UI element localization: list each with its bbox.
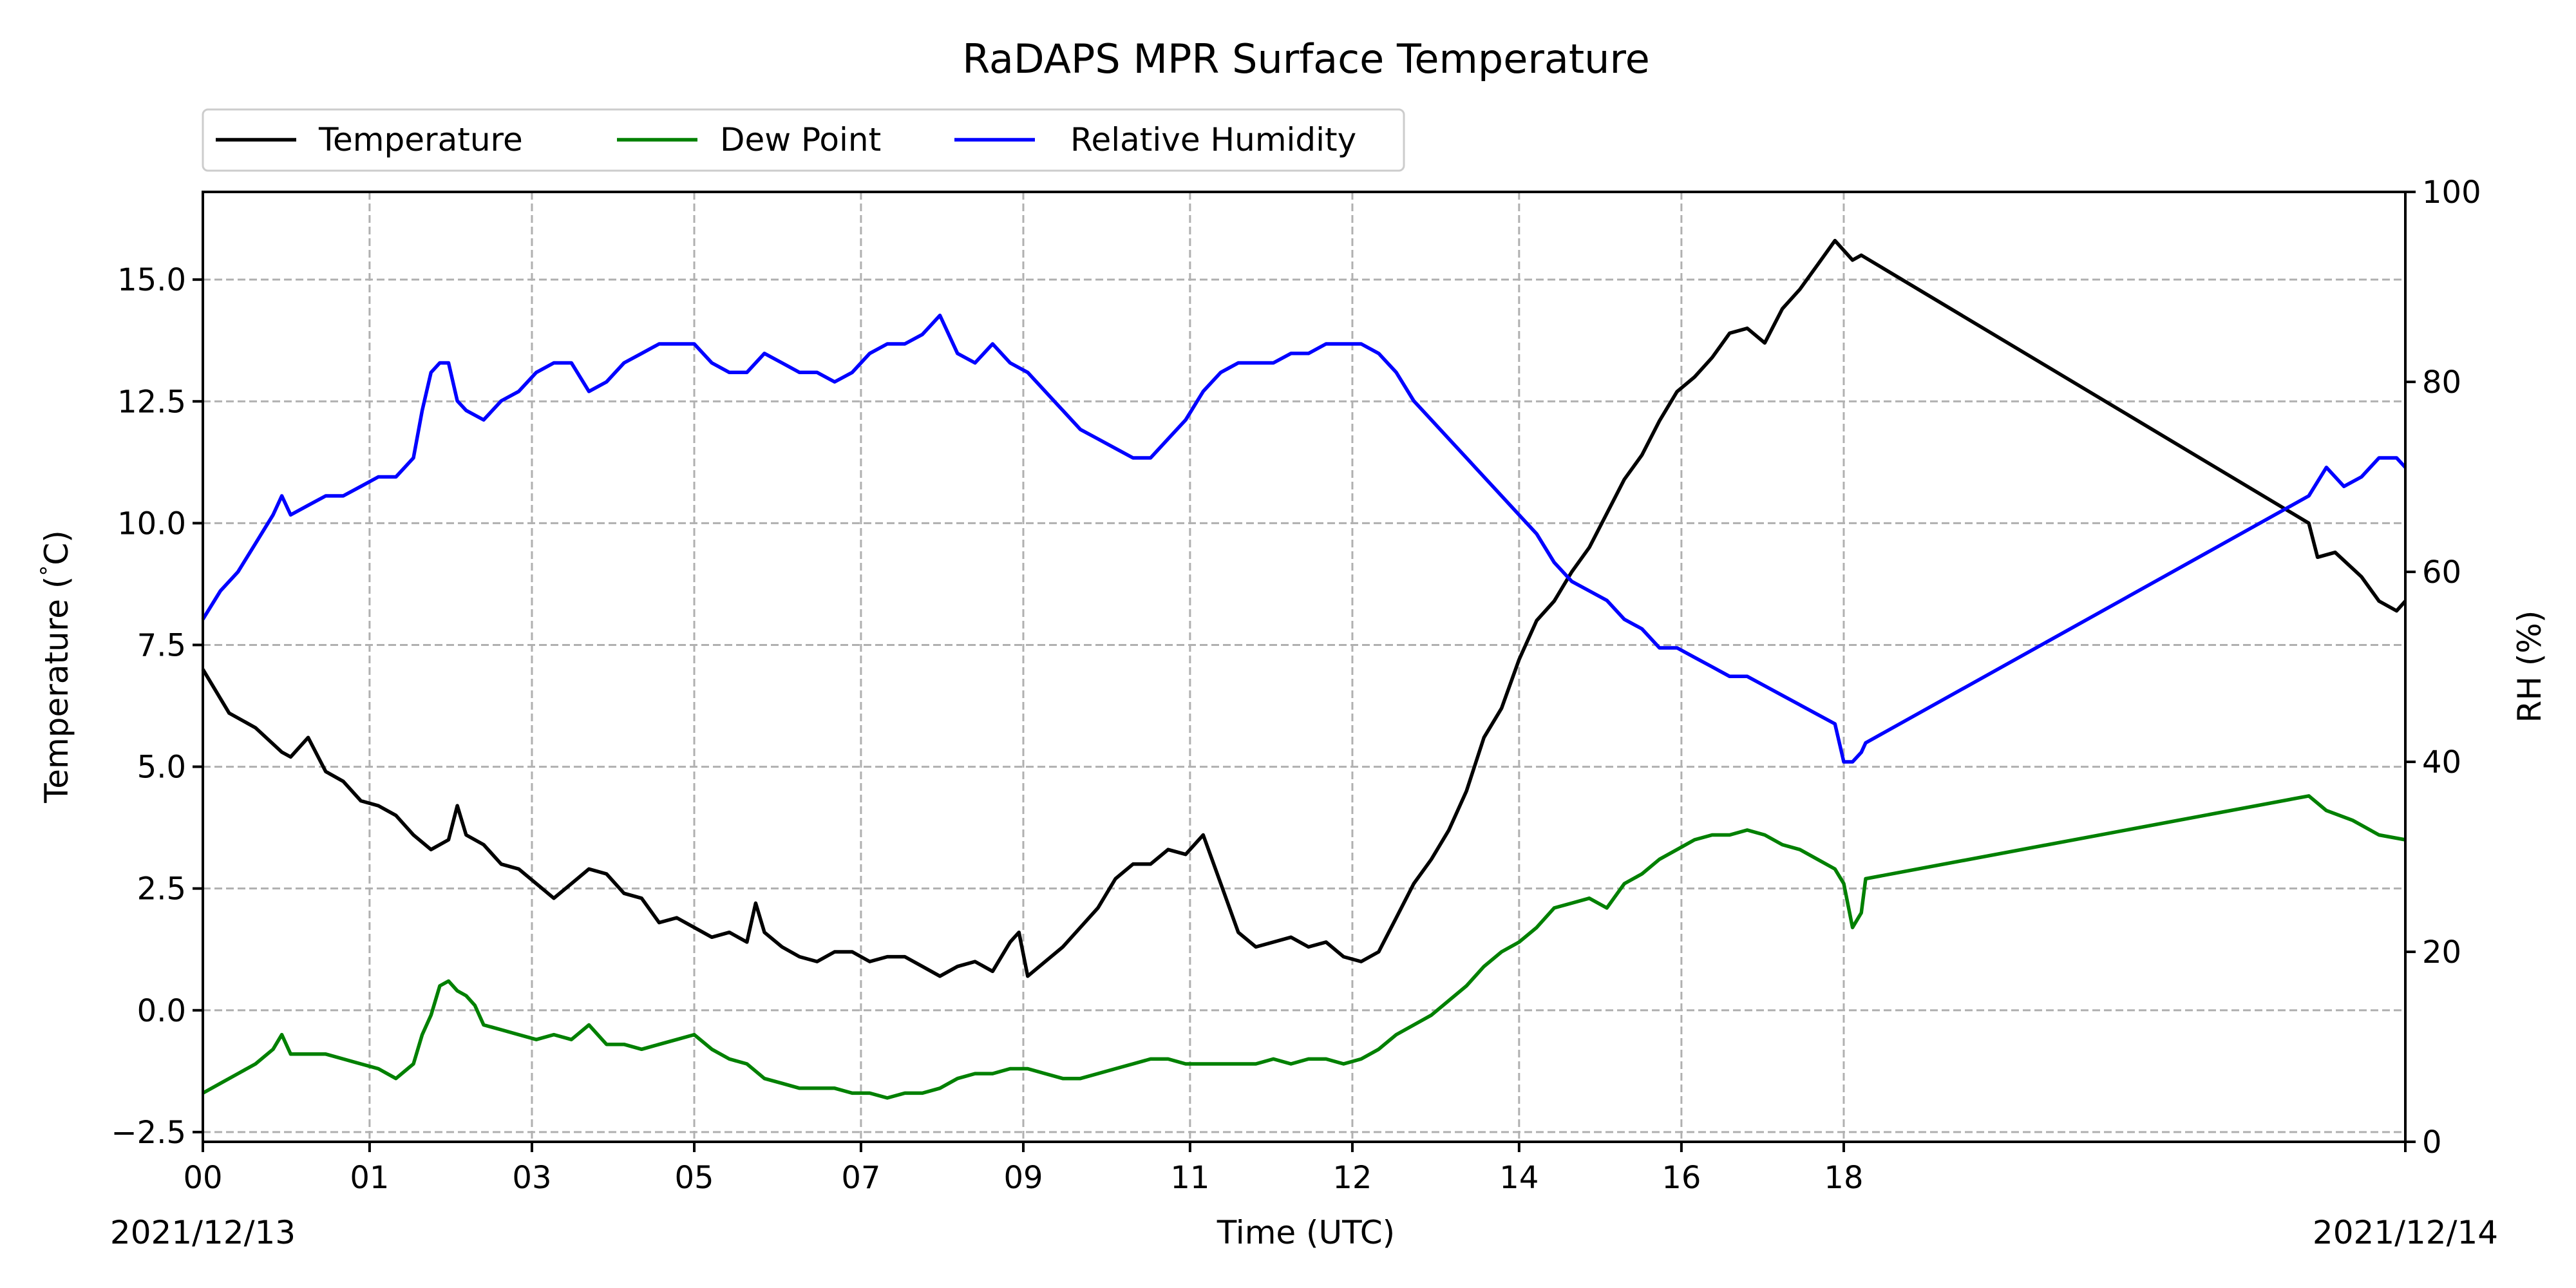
y-right-axis-ticks: 0 20 40 60 80 100 <box>2405 175 2481 1160</box>
legend-label: Relative Humidity <box>1070 121 1356 158</box>
y-left-tick-label: 5.0 <box>137 750 186 786</box>
x-axis-label: Time (UTC) <box>1217 1214 1395 1251</box>
y-right-axis-label: RH (%) <box>2511 611 2548 723</box>
legend-box <box>202 108 1405 172</box>
x-tick-label: 18 <box>1824 1160 1863 1196</box>
series-line-dew-point <box>202 794 2406 1100</box>
y-left-tick-label: 15.0 <box>117 262 186 298</box>
x-tick-label: 03 <box>512 1160 551 1196</box>
y-left-axis-ticks: −2.5 0.0 2.5 5.0 7.5 10.0 12.5 15.0 <box>111 262 203 1151</box>
x-tick-label: 09 <box>1003 1160 1043 1196</box>
y-left-axis-label: Temperature (°C) <box>36 530 75 804</box>
x-tick-label: 16 <box>1662 1160 1701 1196</box>
x-tick-label: 00 <box>183 1160 222 1196</box>
y-right-tick-label: 80 <box>2422 365 2461 401</box>
x-tick-label: 07 <box>841 1160 880 1196</box>
y-left-tick-label: 10.0 <box>117 506 186 542</box>
y-right-tick-label: 60 <box>2422 554 2461 591</box>
series-line-temperature <box>201 238 2407 978</box>
x-tick-label: 14 <box>1499 1160 1539 1196</box>
y-right-tick-label: 100 <box>2422 175 2481 211</box>
y-left-tick-label: −2.5 <box>111 1115 186 1151</box>
plot-series <box>201 238 2407 1100</box>
legend-label: Temperature <box>318 121 523 158</box>
x-tick-label: 12 <box>1332 1160 1372 1196</box>
x-tick-label: 05 <box>674 1160 714 1196</box>
chart-title: RaDAPS MPR Surface Temperature <box>962 35 1650 82</box>
y-right-tick-label: 40 <box>2422 744 2461 781</box>
date-end-label: 2021/12/14 <box>2313 1214 2498 1251</box>
date-start-label: 2021/12/13 <box>110 1214 296 1251</box>
y-left-tick-label: 7.5 <box>137 627 186 663</box>
y-left-tick-label: 0.0 <box>137 993 186 1029</box>
y-right-tick-label: 20 <box>2422 934 2461 971</box>
series-line-relative-humidity <box>201 314 2407 764</box>
plot-frame <box>202 191 2407 1143</box>
y-left-tick-label: 2.5 <box>137 871 186 907</box>
x-axis-ticks: 00 01 03 05 07 09 11 12 14 16 18 <box>183 1142 2407 1196</box>
y-left-tick-label: 12.5 <box>117 384 186 420</box>
x-tick-label: 11 <box>1170 1160 1209 1196</box>
y-right-tick-label: 0 <box>2422 1124 2442 1160</box>
legend: Temperature Dew Point Relative Humidity <box>202 108 1405 172</box>
grid <box>203 192 2405 1142</box>
legend-label: Dew Point <box>720 121 881 158</box>
x-tick-label: 01 <box>350 1160 389 1196</box>
